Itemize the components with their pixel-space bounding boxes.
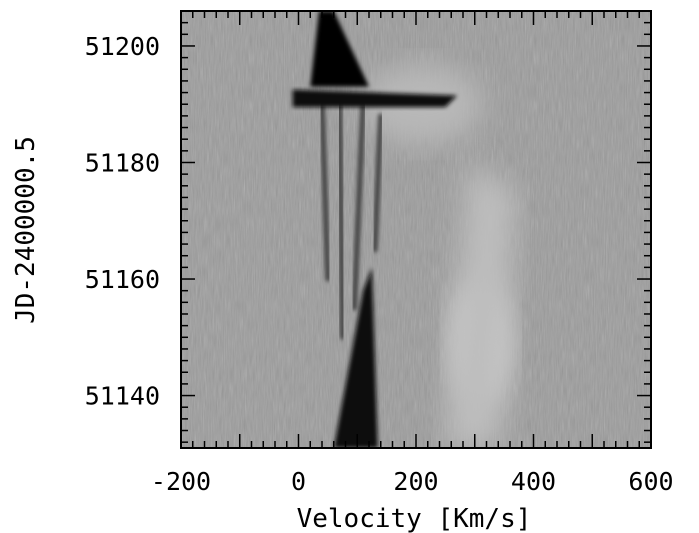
heatmap-features xyxy=(292,11,516,448)
y-tick-label: 51160 xyxy=(85,265,160,294)
x-tick-label: 400 xyxy=(511,467,556,496)
x-axis-ticks: -200 0 200 400 600 xyxy=(151,11,674,496)
dark-absorption-wedge xyxy=(333,267,378,448)
bright-emission-streak xyxy=(445,162,516,448)
y-axis-ticks: 51140 51160 51180 51200 xyxy=(85,10,651,443)
x-tick-label: -200 xyxy=(151,467,211,496)
x-tick-label: 600 xyxy=(628,467,673,496)
plot-area xyxy=(181,11,651,448)
dark-horizontal-band xyxy=(292,89,458,108)
absorption-trail xyxy=(319,101,331,282)
y-tick-label: 51200 xyxy=(85,32,160,61)
y-tick-label: 51180 xyxy=(85,148,160,177)
x-tick-label: 0 xyxy=(291,467,306,496)
dark-absorption-blob xyxy=(310,11,369,87)
y-tick-label: 51140 xyxy=(85,382,160,411)
y-axis-label: JD-2400000.5 xyxy=(11,136,41,324)
absorption-trail xyxy=(351,101,366,311)
x-tick-label: 200 xyxy=(393,467,438,496)
absorption-trail xyxy=(337,101,346,340)
absorption-trail xyxy=(372,113,384,253)
x-axis-label: Velocity [Km/s] xyxy=(297,504,532,533)
